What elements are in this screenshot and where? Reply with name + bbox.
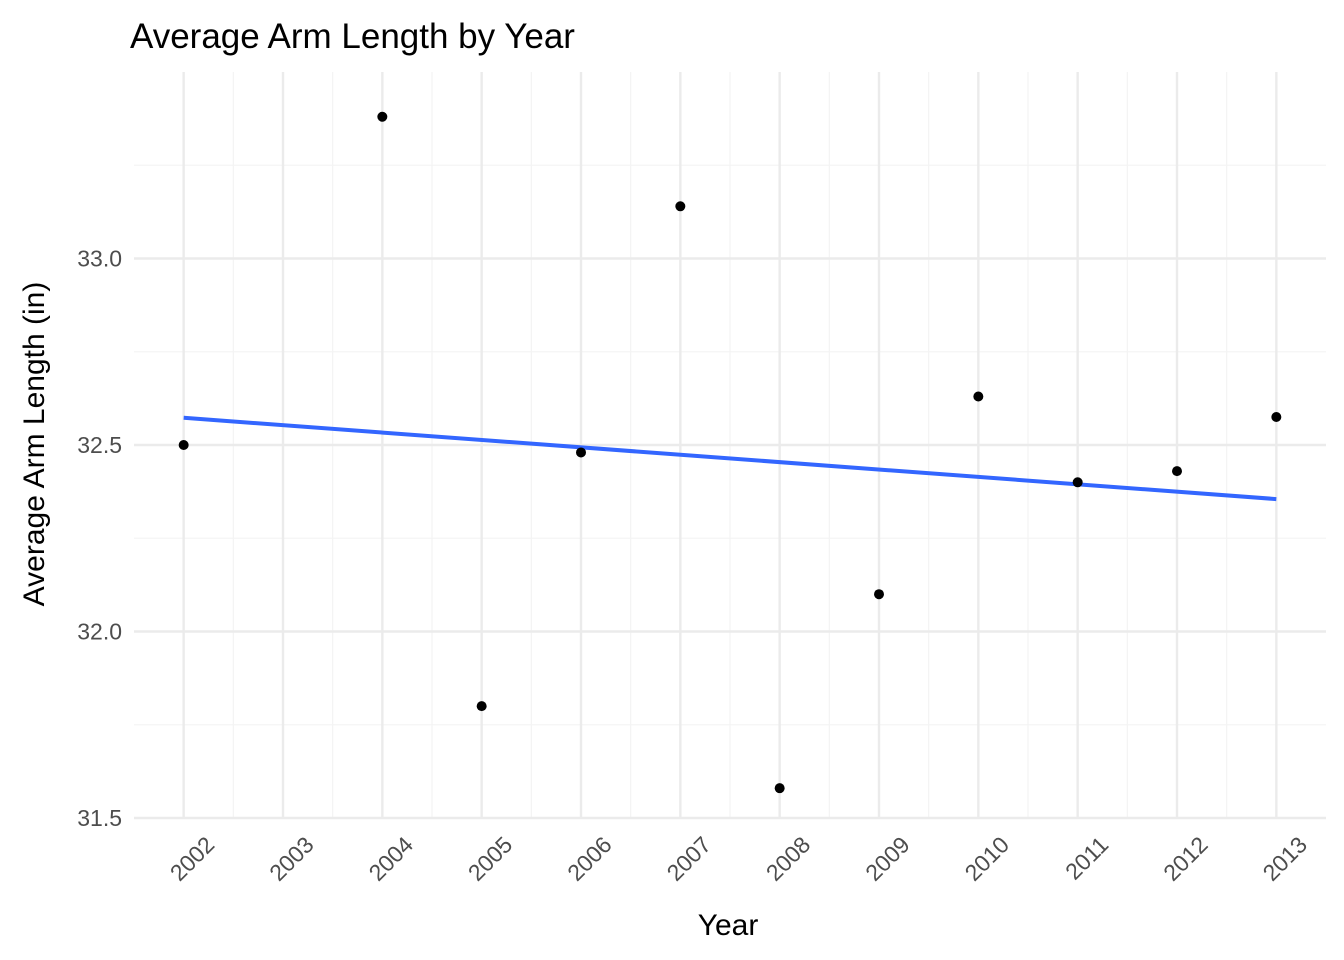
data-point (1271, 412, 1282, 423)
y-tick-label: 32.5 (77, 432, 122, 458)
x-tick-label: 2005 (463, 831, 518, 886)
major-y-gridlines (134, 257, 1326, 820)
x-axis-tick-labels: 2002 2003 2004 2005 2006 2007 2008 2009 2010 2011… (165, 831, 1312, 886)
x-tick-label: 2013 (1257, 831, 1312, 886)
data-point (1072, 477, 1083, 488)
y-axis-tick-labels: 31.5 32.0 32.5 33.0 (77, 246, 122, 832)
data-point (973, 391, 984, 402)
x-tick-label: 2006 (562, 831, 617, 886)
x-tick-label: 2009 (860, 831, 915, 886)
y-axis-title: Average Arm Length (in) (18, 282, 51, 607)
x-tick-label: 2010 (959, 831, 1014, 886)
trend-line (183, 415, 1277, 502)
x-tick-label: 2008 (761, 831, 816, 886)
data-point (874, 589, 884, 600)
x-tick-label: 2004 (363, 831, 418, 886)
data-point (377, 111, 388, 122)
x-tick-label: 2002 (165, 831, 220, 886)
data-point (675, 201, 686, 212)
data-point (476, 701, 487, 712)
data-points (178, 111, 1282, 794)
y-tick-label: 32.0 (77, 619, 122, 645)
data-point (1172, 466, 1182, 477)
x-tick-label: 2007 (661, 831, 716, 886)
data-point (178, 440, 189, 450)
data-point (774, 783, 785, 794)
y-tick-label: 33.0 (77, 246, 122, 272)
trend-line-group (183, 415, 1277, 502)
x-axis-title: Year (698, 909, 759, 942)
y-tick-label: 31.5 (77, 805, 122, 831)
x-tick-label: 2012 (1158, 831, 1213, 886)
x-tick-label: 2003 (264, 831, 319, 886)
chart-title: Average Arm Length by Year (130, 17, 575, 56)
x-tick-label: 2011 (1060, 831, 1113, 884)
major-x-gridlines (182, 72, 1278, 818)
data-point (576, 447, 586, 458)
